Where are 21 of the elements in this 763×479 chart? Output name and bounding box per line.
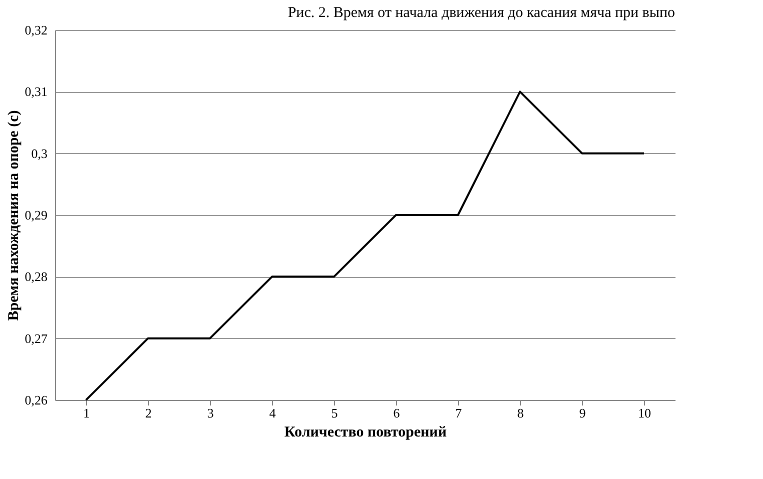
y-axis-title: Время нахождения на опоре (с) bbox=[6, 110, 22, 321]
y-tick-label: 0,29 bbox=[24, 208, 48, 222]
y-tick-label: 0,27 bbox=[24, 330, 48, 346]
y-tick-label: 0,32 bbox=[24, 22, 48, 38]
x-tick-label: 6 bbox=[393, 406, 400, 420]
x-tick-label: 10 bbox=[638, 406, 651, 420]
x-tick-label: 9 bbox=[579, 406, 586, 420]
y-tick-label: 0,3 bbox=[31, 146, 48, 161]
x-tick-label: 1 bbox=[83, 406, 90, 420]
x-tick-label: 3 bbox=[207, 406, 214, 420]
x-tick-label: 5 bbox=[331, 406, 338, 420]
chart-title: Рис. 2. Время от начала движения до касания мяча при выпо bbox=[288, 5, 675, 21]
x-tick-label: 7 bbox=[455, 406, 462, 420]
x-axis-title: Количество повторений bbox=[284, 424, 447, 440]
y-tick-label: 0,26 bbox=[24, 392, 48, 408]
y-tick-label: 0,28 bbox=[24, 269, 48, 284]
y-tick-label: 0,31 bbox=[24, 84, 48, 100]
x-tick-label: 8 bbox=[517, 406, 524, 420]
line-series bbox=[85, 90, 645, 401]
x-tick-label: 4 bbox=[269, 406, 276, 420]
x-tick-label: 2 bbox=[145, 406, 152, 420]
